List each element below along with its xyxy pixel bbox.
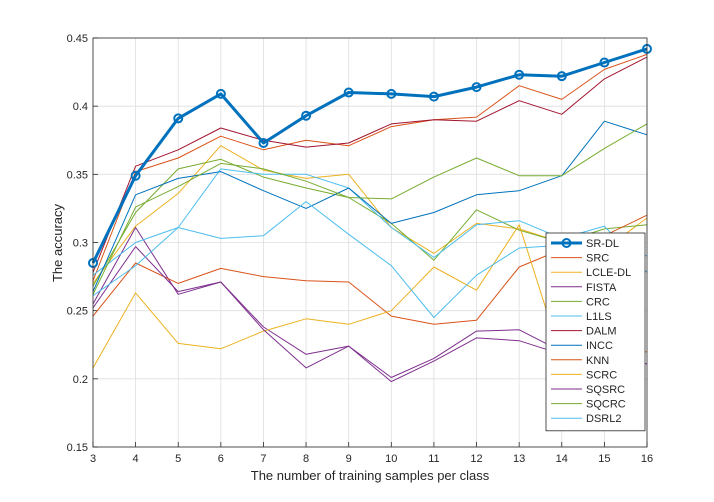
y-tick-label: 0.45 xyxy=(67,33,88,45)
x-tick-label: 14 xyxy=(556,453,568,465)
data-point xyxy=(428,91,439,102)
series-dalm xyxy=(92,56,648,273)
series-line-sqcrc xyxy=(92,123,648,295)
y-tick-label: 0.4 xyxy=(73,101,88,113)
data-point xyxy=(556,71,567,82)
legend: SR-DL SRC LCLE-DL FISTA CRC L1LS DALM INCC KNN SC… xyxy=(545,232,646,432)
legend-entry-dsrl2: DSRL2 xyxy=(551,413,621,425)
y-tick-label: 0.2 xyxy=(73,374,88,386)
x-axis-label: The number of training samples per class xyxy=(251,468,490,483)
x-tick-label: 7 xyxy=(260,453,266,465)
data-point xyxy=(215,88,226,99)
y-axis-label: The accuracy xyxy=(50,203,65,282)
legend-label: SCRC xyxy=(586,369,617,381)
series-line-sr-dl xyxy=(91,47,648,264)
x-tick-label: 5 xyxy=(175,453,181,465)
x-tick-labels: 3 4 5 6 7 8 9 10 11 12 13 14 15 16 xyxy=(90,453,653,465)
legend-label: SR-DL xyxy=(586,238,619,250)
legend-label: DALM xyxy=(586,326,617,338)
legend-entry-sr-dl: SR-DL xyxy=(551,238,619,250)
legend-label: SQCRC xyxy=(586,399,626,411)
x-tick-label: 10 xyxy=(385,453,397,465)
data-point xyxy=(471,82,482,93)
legend-label: SQSRC xyxy=(586,384,625,396)
series-line-incc xyxy=(92,120,648,292)
x-tick-label: 16 xyxy=(641,453,653,465)
series-sqcrc xyxy=(92,123,648,295)
x-tick-label: 11 xyxy=(428,453,439,465)
x-tick-label: 4 xyxy=(133,453,139,465)
legend-entry-knn: KNN xyxy=(551,355,609,367)
legend-entry-sqcrc: SQCRC xyxy=(551,399,626,411)
legend-entry-src: SRC xyxy=(551,253,609,265)
series-line-dalm xyxy=(92,56,648,273)
x-tick-label: 6 xyxy=(218,453,224,465)
legend-entry-sqsrc: SQSRC xyxy=(551,384,625,396)
x-tick-label: 13 xyxy=(513,453,525,465)
series-line-src xyxy=(92,53,648,281)
series-src xyxy=(92,53,648,281)
legend-entry-dalm: DALM xyxy=(551,326,617,338)
legend-marker xyxy=(561,238,572,248)
series-sr-dl xyxy=(88,43,652,268)
legend-label: L1LS xyxy=(586,311,612,323)
data-point xyxy=(599,57,610,68)
x-tick-label: 15 xyxy=(598,453,610,465)
y-tick-label: 0.35 xyxy=(67,169,88,181)
x-tick-label: 12 xyxy=(470,453,482,465)
y-tick-label: 0.15 xyxy=(67,442,88,454)
legend-label: CRC xyxy=(586,296,610,308)
legend-label: DSRL2 xyxy=(586,413,621,425)
data-point xyxy=(386,88,397,99)
data-point xyxy=(130,170,141,181)
legend-label: LCLE-DL xyxy=(586,267,631,279)
legend-entry-crc: CRC xyxy=(551,296,610,308)
series-incc xyxy=(92,120,648,292)
x-tick-label: 8 xyxy=(303,453,309,465)
x-tick-label: 9 xyxy=(346,453,352,465)
legend-entry-fista: FISTA xyxy=(551,282,617,294)
legend-entry-scrc: SCRC xyxy=(551,369,617,381)
data-point xyxy=(301,110,312,121)
legend-entry-incc: INCC xyxy=(551,340,613,352)
data-point xyxy=(173,113,184,124)
plot-frame xyxy=(92,37,648,448)
legend-label: FISTA xyxy=(586,282,617,294)
y-tick-label: 0.3 xyxy=(73,238,88,250)
legend-box xyxy=(545,232,646,432)
legend-label: INCC xyxy=(586,340,613,352)
legend-label: SRC xyxy=(586,253,609,265)
legend-entry-lcle-dl: LCLE-DL xyxy=(551,267,631,279)
legend-label: KNN xyxy=(586,355,609,367)
x-tick-label: 3 xyxy=(90,453,96,465)
legend-entry-l1ls: L1LS xyxy=(551,311,612,323)
data-point xyxy=(258,137,269,148)
y-tick-label: 0.25 xyxy=(67,306,88,318)
y-tick-labels: 0.15 0.2 0.25 0.3 0.35 0.4 0.45 xyxy=(67,33,88,454)
data-point xyxy=(343,87,354,98)
data-point xyxy=(514,69,525,80)
